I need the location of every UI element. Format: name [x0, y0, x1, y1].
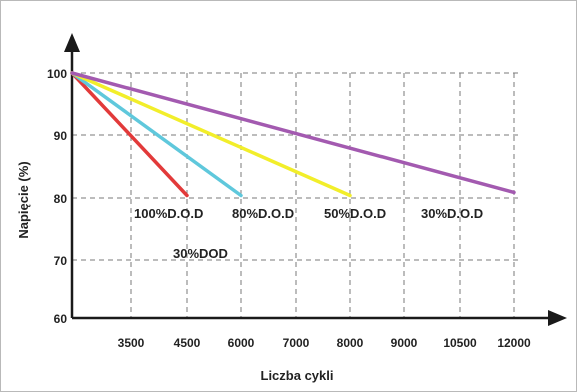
- series-line-2: [70, 71, 243, 198]
- x-tick-label: 9000: [391, 336, 418, 350]
- y-axis-title: Napięcie (%): [16, 161, 31, 238]
- x-tick-label: 12000: [497, 336, 531, 350]
- x-tick-labels: 3500 4500 6000 7000 8000 9000 10500 1200…: [118, 336, 531, 350]
- x-tick-label: 3500: [118, 336, 145, 350]
- series-line-3: [70, 71, 352, 198]
- y-axis-arrow-icon: [64, 33, 80, 52]
- x-tick-label: 4500: [174, 336, 201, 350]
- x-tick-label: 6000: [228, 336, 255, 350]
- x-tick-label: 7000: [283, 336, 310, 350]
- series-line-1: [70, 71, 189, 198]
- y-tick-label: 90: [54, 129, 68, 143]
- y-tick-label: 80: [54, 192, 68, 206]
- annotation-label: 30%D.O.D: [421, 206, 483, 221]
- y-tick-label: 60: [54, 312, 68, 326]
- y-tick-labels: 100 90 80 70 60: [47, 67, 67, 326]
- y-tick-label: 70: [54, 254, 68, 268]
- x-axis-arrow-icon: [548, 310, 567, 326]
- annotation-label: 30%DOD: [173, 246, 228, 261]
- x-tick-label: 8000: [337, 336, 364, 350]
- annotation-label: 50%D.O.D: [324, 206, 386, 221]
- series-layer: [70, 71, 516, 198]
- x-tick-label: 10500: [443, 336, 477, 350]
- grid: [72, 72, 522, 318]
- series-line-4: [70, 71, 516, 195]
- annotation-label: 80%D.O.D: [232, 206, 294, 221]
- x-axis-title: Liczba cykli: [261, 368, 334, 383]
- annotation-label: 100%D.O.D: [134, 206, 203, 221]
- y-tick-label: 100: [47, 67, 67, 81]
